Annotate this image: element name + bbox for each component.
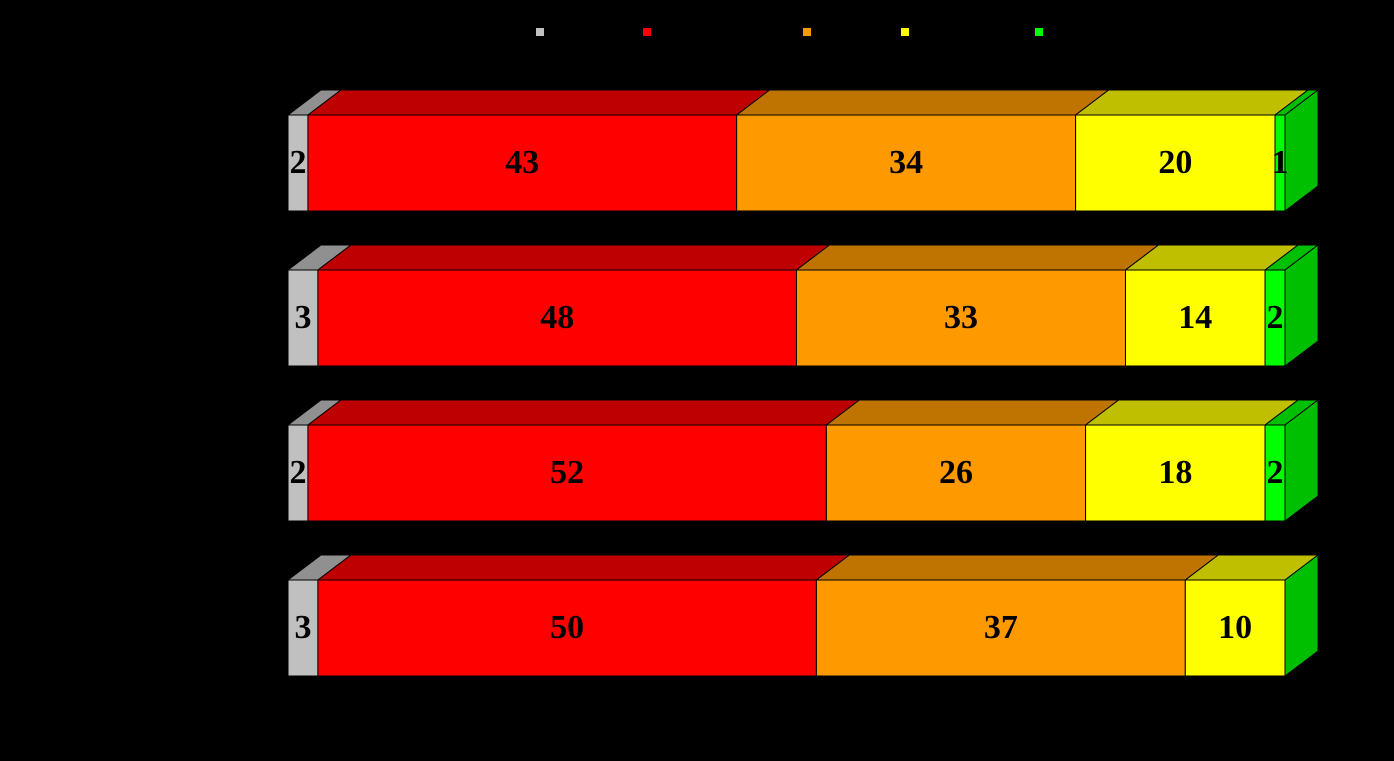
bar	[815, 579, 1186, 677]
legend-marker	[803, 28, 811, 36]
legend-marker	[536, 28, 544, 36]
bar-top	[794, 244, 1160, 271]
data-label: 26	[939, 454, 973, 491]
bar-top	[814, 554, 1220, 581]
data-label: 33	[944, 299, 978, 336]
legend-marker	[1035, 28, 1043, 36]
data-label: 18	[1158, 454, 1192, 491]
bar-top	[735, 89, 1111, 116]
data-label: 3	[294, 609, 311, 646]
bar-side	[1284, 398, 1319, 523]
data-label: 3	[294, 299, 311, 336]
bar	[307, 424, 827, 522]
data-label: 34	[889, 144, 923, 181]
bar	[287, 579, 319, 677]
bar-side	[1284, 553, 1319, 678]
bar-side	[1284, 243, 1319, 368]
bar-top	[824, 399, 1121, 426]
bar-top	[1084, 399, 1300, 426]
data-label: 2	[1267, 299, 1284, 336]
bar	[1184, 579, 1286, 677]
bar	[1075, 114, 1276, 212]
data-label: 10	[1218, 609, 1252, 646]
bar	[287, 269, 319, 367]
bar-top	[306, 89, 772, 116]
bar	[825, 424, 1087, 522]
data-label: 37	[984, 609, 1018, 646]
bar	[1124, 269, 1266, 367]
bar	[736, 114, 1077, 212]
data-label: 1	[1272, 144, 1289, 181]
bar-top	[316, 554, 851, 581]
data-label: 14	[1178, 299, 1212, 336]
bar	[795, 269, 1126, 367]
bar	[1085, 424, 1266, 522]
data-label: 2	[289, 144, 306, 181]
data-label: 2	[1267, 454, 1284, 491]
legend-marker	[643, 28, 651, 36]
bar-top	[1074, 89, 1310, 116]
data-label: 52	[550, 454, 584, 491]
data-label: 20	[1158, 144, 1192, 181]
legend-marker	[901, 28, 909, 36]
bar	[317, 579, 817, 677]
data-label: 43	[505, 144, 539, 181]
bar-top	[316, 244, 831, 271]
data-label: 50	[550, 609, 584, 646]
bar-top	[306, 399, 861, 426]
bar	[307, 114, 738, 212]
data-label: 48	[540, 299, 574, 336]
data-label: 2	[289, 454, 306, 491]
bar-side	[1284, 88, 1319, 213]
